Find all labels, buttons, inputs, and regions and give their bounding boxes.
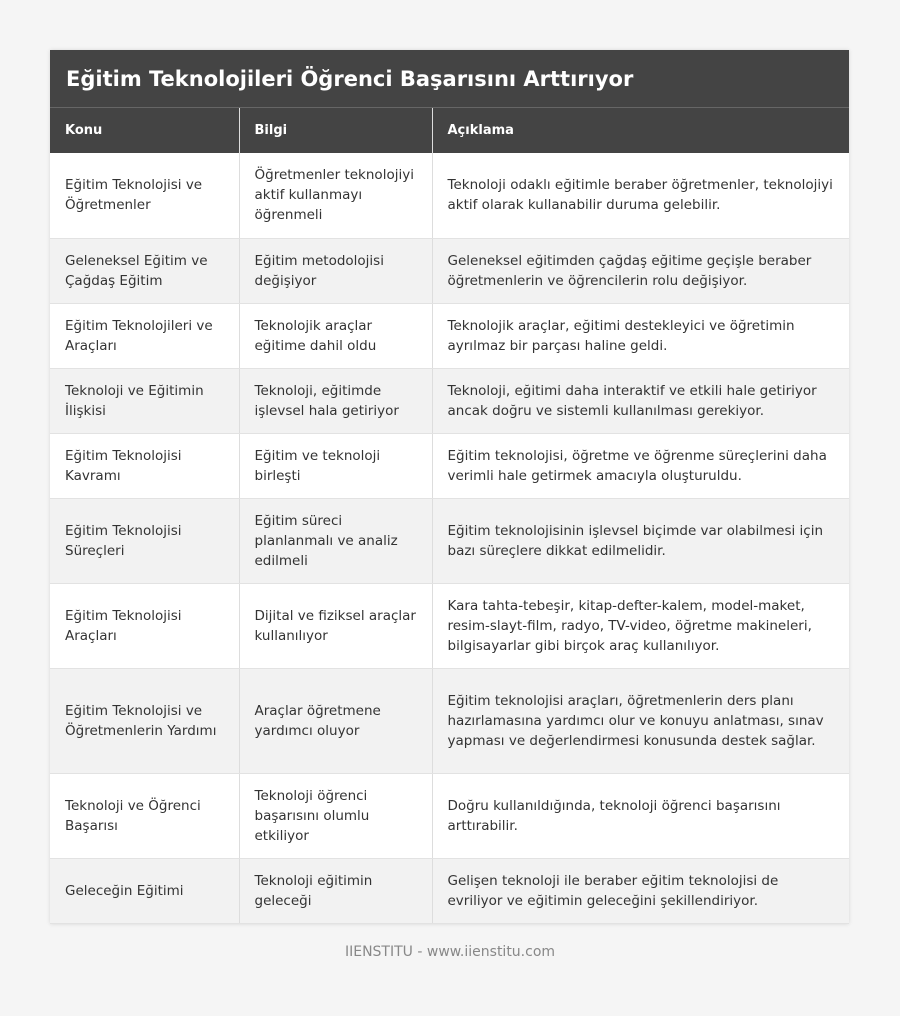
header-row: Konu Bilgi Açıklama — [50, 108, 849, 153]
cell-bilgi: Eğitim metodolojisi değişiyor — [239, 238, 433, 304]
cell-bilgi: Dijital ve fiziksel araçlar kullanılıyor — [239, 583, 433, 669]
cell-bilgi: Araçlar öğretmene yardımcı oluyor — [239, 668, 433, 774]
cell-konu: Eğitim Teknolojisi Kavramı — [50, 433, 240, 499]
cell-aciklama: Teknoloji, eğitimi daha interaktif ve et… — [432, 368, 849, 434]
cell-konu: Eğitim Teknolojisi Süreçleri — [50, 498, 240, 584]
cell-aciklama: Doğru kullanıldığında, teknoloji öğrenci… — [432, 773, 849, 859]
cell-bilgi: Teknoloji öğrenci başarısını olumlu etki… — [239, 773, 433, 859]
table-row: Eğitim Teknolojisi Araçları Dijital ve fi… — [50, 583, 849, 669]
data-table: Konu Bilgi Açıklama Eğitim Teknolojisi v… — [50, 108, 849, 924]
cell-bilgi: Teknolojik araçlar eğitime dahil oldu — [239, 303, 433, 369]
table-row: Eğitim Teknolojisi Kavramı Eğitim ve tekn… — [50, 433, 849, 499]
cell-konu: Geleceğin Eğitimi — [50, 858, 240, 924]
cell-konu: Eğitim Teknolojisi ve Öğretmenler — [50, 153, 240, 239]
table-container: Eğitim Teknolojileri Öğrenci Başarısını … — [50, 50, 849, 924]
cell-bilgi: Teknoloji eğitimin geleceği — [239, 858, 433, 924]
table-row: Eğitim Teknolojisi ve Öğretmenler Öğretme… — [50, 153, 849, 239]
column-header-konu: Konu — [50, 108, 240, 153]
column-header-bilgi: Bilgi — [239, 108, 433, 153]
cell-konu: Eğitim Teknolojisi Araçları — [50, 583, 240, 669]
cell-bilgi: Eğitim ve teknoloji birleşti — [239, 433, 433, 499]
cell-aciklama: Kara tahta-tebeşir, kitap-defter-kalem, … — [432, 583, 849, 669]
cell-aciklama: Teknoloji odaklı eğitimle beraber öğretm… — [432, 153, 849, 239]
cell-aciklama: Eğitim teknolojisi araçları, öğretmenler… — [432, 668, 849, 774]
cell-bilgi: Öğretmenler teknolojiyi aktif kullanmayı… — [239, 153, 433, 239]
table-row: Eğitim Teknolojisi Süreçleri Eğitim sürec… — [50, 498, 849, 584]
table-row: Geleneksel Eğitim ve Çağdaş Eğitim Eğitim… — [50, 238, 849, 304]
table-title: Eğitim Teknolojileri Öğrenci Başarısını … — [50, 50, 849, 108]
cell-konu: Eğitim Teknolojisi ve Öğretmenlerin Yard… — [50, 668, 240, 774]
table-row: Teknoloji ve Eğitimin İlişkisi Teknoloji,… — [50, 368, 849, 434]
cell-aciklama: Teknolojik araçlar, eğitimi destekleyici… — [432, 303, 849, 369]
cell-konu: Teknoloji ve Öğrenci Başarısı — [50, 773, 240, 859]
table-row: Geleceğin Eğitimi Teknoloji eğitimin gele… — [50, 858, 849, 924]
table-row: Eğitim Teknolojileri ve Araçları Teknoloj… — [50, 303, 849, 369]
cell-bilgi: Teknoloji, eğitimde işlevsel hala getiri… — [239, 368, 433, 434]
table-row: Eğitim Teknolojisi ve Öğretmenlerin Yard… — [50, 668, 849, 774]
cell-aciklama: Eğitim teknolojisi, öğretme ve öğrenme s… — [432, 433, 849, 499]
cell-bilgi: Eğitim süreci planlanmalı ve analiz edil… — [239, 498, 433, 584]
cell-konu: Geleneksel Eğitim ve Çağdaş Eğitim — [50, 238, 240, 304]
cell-aciklama: Eğitim teknolojisinin işlevsel biçimde v… — [432, 498, 849, 584]
cell-aciklama: Geleneksel eğitimden çağdaş eğitime geçi… — [432, 238, 849, 304]
cell-aciklama: Gelişen teknoloji ile beraber eğitim tek… — [432, 858, 849, 924]
footer-credit: IIENSTITU - www.iienstitu.com — [344, 944, 556, 960]
cell-konu: Eğitim Teknolojileri ve Araçları — [50, 303, 240, 369]
table-row: Teknoloji ve Öğrenci Başarısı Teknoloji ö… — [50, 773, 849, 859]
cell-konu: Teknoloji ve Eğitimin İlişkisi — [50, 368, 240, 434]
column-header-aciklama: Açıklama — [432, 108, 849, 153]
